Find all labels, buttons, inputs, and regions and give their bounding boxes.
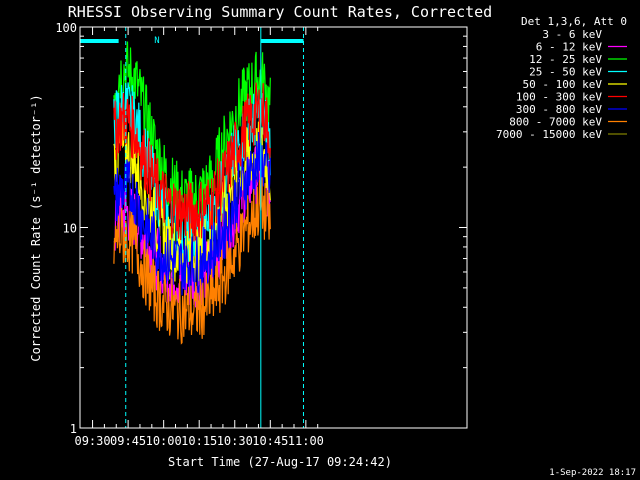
n-marker-label: N (154, 36, 159, 46)
legend-entry-4: 50 - 100 keV (523, 78, 603, 91)
x-tick-label-0: 09:30 (74, 434, 110, 448)
legend-entry-2: 12 - 25 keV (529, 53, 602, 66)
timestamp: 1-Sep-2022 18:17 (549, 468, 636, 478)
legend-entry-3: 25 - 50 keV (529, 66, 602, 79)
coverage-bar-1 (260, 39, 304, 43)
x-tick-label-3: 10:15 (181, 434, 217, 448)
x-tick-label-2: 10:00 (146, 434, 182, 448)
legend-entry-0: 3 - 6 keV (542, 28, 602, 41)
series-line-5 (113, 82, 271, 242)
y-axis-label: Corrected Count Rate (s⁻¹ detector⁻¹) (29, 94, 43, 361)
coverage-bar-0 (80, 39, 119, 43)
y-tick-label-0: 1 (70, 422, 77, 436)
chart-title: RHESSI Observing Summary Count Rates, Co… (68, 3, 492, 21)
y-tick-label-1: 10 (63, 222, 77, 236)
legend-entry-8: 7000 - 15000 keV (496, 128, 602, 141)
legend-entry-5: 100 - 300 keV (516, 91, 602, 104)
y-tick-label-2: 100 (55, 21, 77, 35)
legend-entry-7: 800 - 7000 keV (509, 116, 602, 129)
x-tick-label-4: 10:30 (217, 434, 253, 448)
series-line-7 (113, 177, 271, 345)
x-tick-label-5: 10:45 (252, 434, 288, 448)
x-tick-label-6: 11:00 (288, 434, 324, 448)
x-axis-label: Start Time (27-Aug-17 09:24:42) (168, 455, 392, 469)
legend-entry-6: 300 - 800 keV (516, 103, 602, 116)
x-tick-label-1: 09:45 (110, 434, 146, 448)
series-line-6 (113, 131, 271, 297)
legend-entry-1: 6 - 12 keV (536, 41, 603, 54)
legend-header: Det 1,3,6, Att 0 (521, 15, 627, 28)
